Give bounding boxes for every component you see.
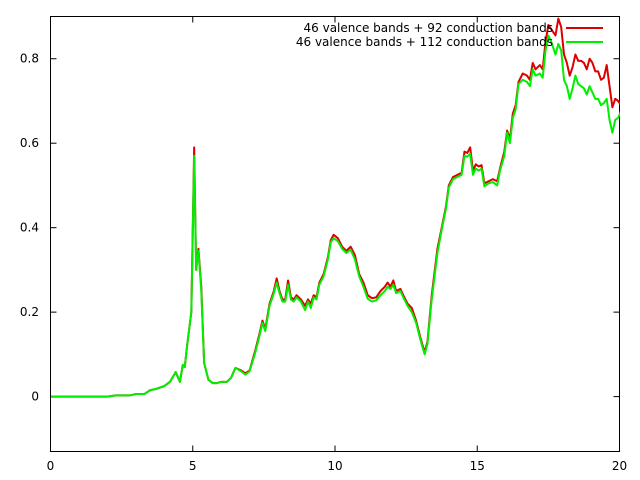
x-axis-ticks: 0 5 10 15 20 (47, 16, 627, 473)
y-tick-label: 0.2 (20, 305, 39, 319)
x-tick-label: 10 (327, 459, 342, 473)
plot-frame (50, 16, 620, 452)
x-tick-label: 15 (470, 459, 485, 473)
legend-label-2: 46 valence bands + 112 conduction bands (296, 35, 553, 49)
y-tick-label: 0.4 (20, 221, 39, 235)
series-layer (51, 17, 620, 398)
y-tick-label: 0.6 (20, 136, 39, 150)
y-tick-label: 0 (31, 390, 39, 404)
legend: 46 valence bands + 92 conduction bands46… (296, 21, 603, 49)
x-tick-label: 20 (612, 459, 627, 473)
y-axis-ticks: 0 0.2 0.4 0.6 0.8 (20, 52, 620, 404)
x-tick-label: 0 (47, 459, 55, 473)
series-line-2 (51, 34, 620, 398)
x-tick-label: 5 (189, 459, 197, 473)
legend-label-1: 46 valence bands + 92 conduction bands (304, 21, 553, 35)
y-tick-label: 0.8 (20, 52, 39, 66)
